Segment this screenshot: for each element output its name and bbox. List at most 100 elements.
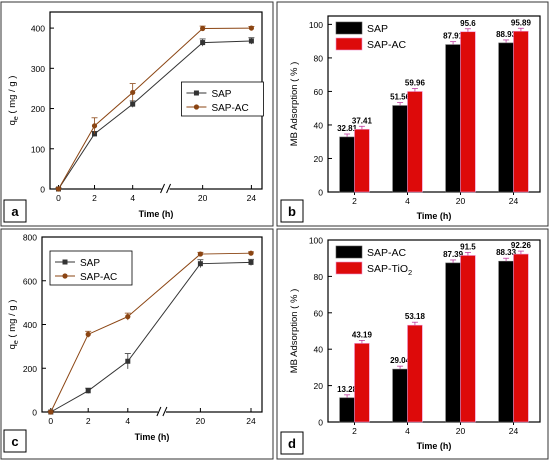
data-point bbox=[248, 38, 254, 44]
panel-label-box bbox=[280, 199, 304, 223]
bar-sap-ac bbox=[513, 30, 529, 193]
x-tick-label: 2 bbox=[352, 426, 357, 436]
y-tick-label: 800 bbox=[23, 233, 37, 243]
data-point bbox=[200, 25, 206, 32]
axis-break-gap bbox=[157, 407, 166, 417]
x-tick-label: 2 bbox=[86, 416, 91, 426]
panel-label-box bbox=[280, 431, 304, 455]
y-tick-label: 400 bbox=[23, 320, 37, 330]
legend-marker bbox=[62, 259, 68, 265]
panel-frame bbox=[276, 228, 549, 460]
x-tick-label: 2 bbox=[92, 193, 97, 203]
x-tick-label: 24 bbox=[509, 196, 519, 206]
y-tick-label: 300 bbox=[31, 64, 45, 74]
data-point bbox=[125, 314, 131, 320]
x-tick-label: 4 bbox=[130, 193, 135, 203]
legend-marker bbox=[62, 273, 68, 279]
y-tick-label: 200 bbox=[31, 104, 45, 114]
x-tick-label: 24 bbox=[246, 416, 256, 426]
plot-area bbox=[327, 15, 541, 193]
data-point bbox=[130, 101, 136, 107]
bar-value-label: 29.04 bbox=[390, 356, 411, 365]
panel-frame bbox=[0, 228, 274, 460]
x-tick-label: 4 bbox=[405, 426, 410, 436]
bar-value-label: 43.19 bbox=[352, 330, 373, 339]
x-axis-label: Time (h) bbox=[135, 432, 170, 442]
y-tick-label: 100 bbox=[31, 144, 45, 154]
bar-sap bbox=[445, 44, 461, 193]
bar-value-label: 88.93 bbox=[496, 30, 517, 39]
data-point bbox=[85, 388, 91, 394]
bar-value-label: 59.96 bbox=[405, 78, 426, 87]
bar-sap bbox=[339, 136, 355, 193]
bar-sap-ac bbox=[392, 368, 408, 423]
legend-label: SAP-AC bbox=[80, 272, 117, 283]
y-tick-label: 0 bbox=[318, 188, 323, 198]
bar-sap-ac bbox=[407, 91, 423, 193]
bar-value-label: 37.41 bbox=[352, 116, 373, 125]
data-point bbox=[248, 259, 254, 265]
legend-label: SAP bbox=[211, 89, 231, 100]
y-tick-label: 60 bbox=[314, 87, 324, 97]
panel-label: c bbox=[11, 434, 18, 449]
y-axis-label: MB Adsorption ( % ) bbox=[289, 289, 300, 373]
data-point bbox=[91, 123, 98, 129]
panel-label: d bbox=[288, 436, 296, 451]
bar-value-label: 87.39 bbox=[443, 250, 464, 259]
y-tick-label: 20 bbox=[314, 381, 324, 391]
legend-swatch bbox=[335, 261, 363, 275]
x-tick-label: 4 bbox=[125, 416, 130, 426]
data-point bbox=[85, 331, 91, 337]
axis-break-mark bbox=[166, 183, 171, 194]
bar-value-label: 53.18 bbox=[405, 312, 426, 321]
y-tick-label: 40 bbox=[314, 120, 324, 130]
y-axis-label: qe ( mg / g ) bbox=[7, 300, 20, 350]
legend-swatch bbox=[335, 21, 363, 35]
y-tick-label: 400 bbox=[31, 24, 45, 34]
x-tick-label: 24 bbox=[509, 426, 519, 436]
bar-sap-tio bbox=[354, 343, 370, 423]
legend-swatch bbox=[335, 37, 363, 51]
bar-value-label: 88.33 bbox=[496, 248, 517, 257]
x-axis-label: Time (h) bbox=[417, 441, 452, 451]
data-point bbox=[130, 89, 136, 96]
legend-label: SAP bbox=[367, 23, 388, 35]
bar-sap-tio bbox=[513, 253, 529, 423]
x-tick-label: 20 bbox=[456, 426, 466, 436]
legend-box bbox=[49, 250, 133, 286]
bar-value-label: 32.81 bbox=[337, 124, 358, 133]
bar-sap-ac bbox=[498, 260, 514, 423]
legend-label: SAP-TiO2 bbox=[367, 263, 412, 277]
bar-value-label: 51.56 bbox=[390, 93, 411, 102]
y-tick-label: 100 bbox=[309, 20, 323, 30]
data-point bbox=[48, 409, 54, 415]
axis-break-mark bbox=[162, 406, 168, 417]
y-tick-label: 60 bbox=[314, 308, 324, 318]
bar-sap-ac bbox=[460, 31, 476, 193]
panel-label-box bbox=[3, 199, 27, 223]
data-point bbox=[125, 358, 131, 364]
bar-value-label: 95.6 bbox=[460, 19, 476, 28]
y-tick-label: 0 bbox=[318, 418, 323, 428]
data-point bbox=[197, 251, 203, 257]
bar-value-label: 87.91 bbox=[443, 32, 464, 41]
panel-frame bbox=[276, 1, 549, 227]
x-axis-label: Time (h) bbox=[417, 211, 452, 221]
data-point bbox=[55, 186, 62, 192]
x-tick-label: 0 bbox=[48, 416, 53, 426]
bar-sap-tio bbox=[407, 324, 423, 423]
legend-marker bbox=[193, 104, 200, 110]
bar-sap bbox=[392, 105, 408, 193]
data-point bbox=[197, 261, 203, 267]
y-tick-label: 600 bbox=[23, 276, 37, 286]
bar-value-label: 92.26 bbox=[511, 241, 532, 250]
panel-label: a bbox=[11, 204, 19, 219]
legend-label: SAP-AC bbox=[211, 103, 248, 114]
legend-marker bbox=[193, 90, 199, 96]
bar-value-label: 91.5 bbox=[460, 242, 476, 251]
axis-break-mark bbox=[160, 183, 165, 194]
data-point bbox=[200, 40, 206, 46]
bar-value-label: 95.89 bbox=[511, 18, 532, 27]
x-tick-label: 0 bbox=[56, 193, 61, 203]
